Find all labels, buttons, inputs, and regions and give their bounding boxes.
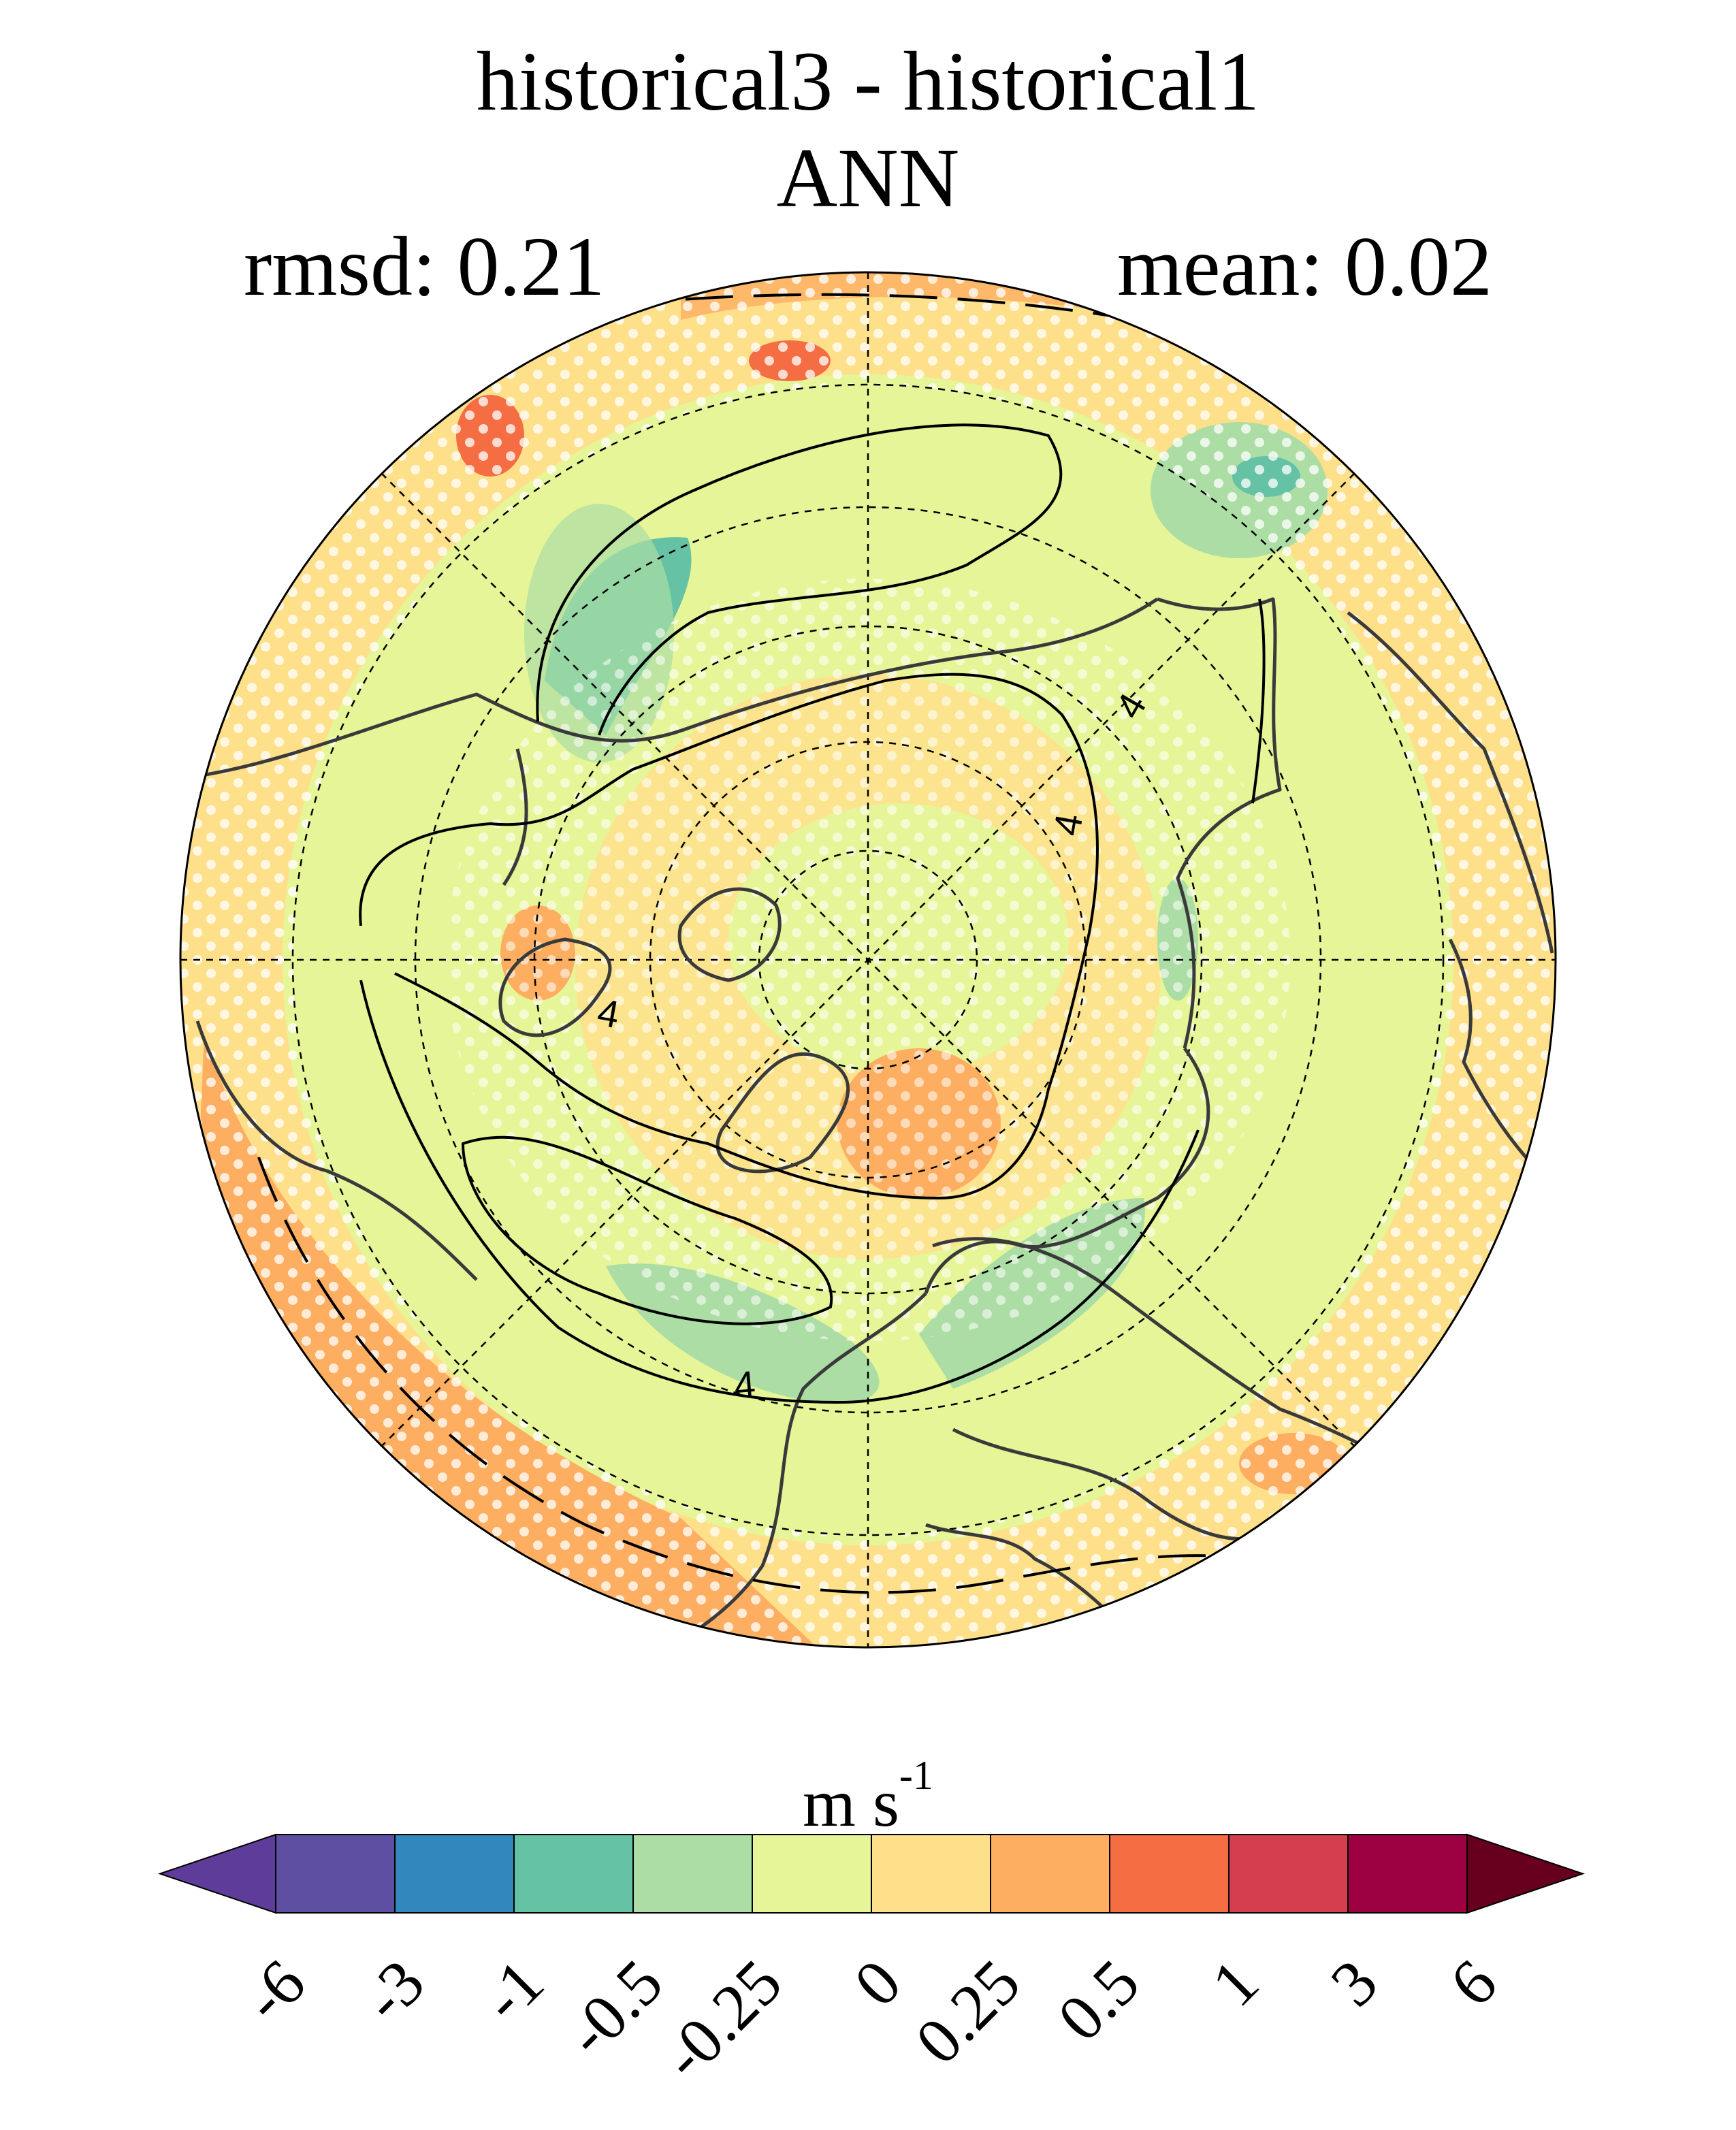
colorbar-swatch: [632, 1834, 753, 1914]
mean-label: mean: 0.02: [1117, 220, 1492, 313]
colorbar-swatch: [1347, 1834, 1468, 1914]
colorbar-arrow-min: [157, 1833, 276, 1914]
plot-title: historical3 - historical1: [476, 35, 1260, 128]
colorbar-tick-label: -3: [348, 1946, 438, 2035]
colorbar-tick-label: 3: [1317, 1946, 1392, 2020]
contour-ring: [359, 673, 1099, 1200]
contour-label-south: 4: [733, 1362, 758, 1406]
colorbar-tick-label: -6: [229, 1946, 319, 2035]
colorbar-swatches: [157, 1833, 1586, 1914]
contour-dashed-sw: [257, 1157, 1294, 1594]
map-fill-layer: [180, 272, 1556, 1647]
polar-map: 4 4 4 4: [179, 271, 1557, 1649]
unit-exponent: -1: [899, 1753, 933, 1798]
rmsd-label: rmsd: 0.21: [244, 220, 605, 313]
contour-jet-atlantic: [461, 1135, 833, 1325]
colorbar-arrow-max: [1466, 1833, 1586, 1914]
colorbar-tick-labels: -6 -3 -1-0.5-0.25 00.25 0.5 1 3 6: [229, 1946, 1510, 2093]
colorbar-tick-label: 1: [1197, 1946, 1272, 2020]
map-frame: [179, 271, 1557, 1649]
colorbar-tick-label: 0.25: [901, 1946, 1033, 2078]
colorbar-swatch: [513, 1834, 634, 1914]
colorbar-unit: m s-1: [0, 1755, 1736, 1837]
contour-jet-pacific: [536, 423, 1063, 736]
colorbar-swatch: [1228, 1834, 1349, 1914]
colorbar-tick-label: -0.25: [647, 1946, 795, 2093]
contour-outer-ne: [1251, 598, 1266, 804]
colorbar-swatch: [752, 1834, 872, 1914]
colorbar-swatch: [990, 1834, 1110, 1914]
colorbar-swatch: [1109, 1834, 1229, 1914]
colorbar-swatch: [871, 1834, 991, 1914]
contour-outer-sw: [359, 980, 1200, 1404]
unit-base: m s: [803, 1765, 899, 1841]
colorbar-tick-label: 6: [1436, 1946, 1511, 2020]
colorbar-swatch: [394, 1834, 515, 1914]
colorbar-tick-label: -1: [467, 1946, 557, 2035]
graticule: [180, 272, 1556, 1647]
colorbar-tick-label: 0: [840, 1946, 915, 2020]
season-label: ANN: [776, 131, 960, 225]
colorbar: -6 -3 -1-0.5-0.25 00.25 0.5 1 3 6: [157, 1833, 1586, 2093]
colorbar-swatch: [275, 1834, 396, 1914]
colorbar-tick-label: 0.5: [1044, 1946, 1153, 2055]
